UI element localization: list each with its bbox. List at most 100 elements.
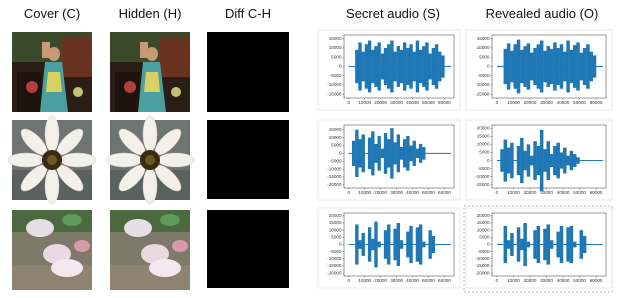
y-tick-label: -10000 <box>475 174 490 179</box>
x-tick-label: 40000 <box>406 278 419 283</box>
x-tick-label: 20000 <box>524 100 537 105</box>
y-tick-label: 5000 <box>479 235 490 240</box>
x-tick-label: 0 <box>496 278 499 283</box>
y-tick-label: -5000 <box>478 249 490 254</box>
column-header: Revealed audio (O) <box>486 6 599 21</box>
x-tick-label: 60000 <box>438 100 451 105</box>
y-tick-label: 5000 <box>479 54 490 59</box>
y-tick-label: -15000 <box>327 92 342 97</box>
y-tick-label: -15000 <box>475 92 490 97</box>
y-tick-label: 5000 <box>331 235 342 240</box>
y-tick-label: 15000 <box>329 127 342 132</box>
figure: Cover (C) Hidden (H) Diff C-H Secret aud… <box>0 0 625 298</box>
y-tick-label: 15000 <box>477 36 490 41</box>
y-tick-label: 10000 <box>477 142 490 147</box>
x-tick-label: 50000 <box>573 100 586 105</box>
cover-image <box>8 116 96 204</box>
y-tick-label: 0 <box>487 242 490 247</box>
y-tick-label: 15000 <box>329 36 342 41</box>
y-tick-label: -5000 <box>330 249 342 254</box>
x-tick-label: 60000 <box>590 100 603 105</box>
y-tick-label: -10000 <box>475 82 490 87</box>
x-tick-label: 60000 <box>590 278 603 283</box>
y-tick-label: -15000 <box>475 182 490 187</box>
y-tick-label: 20000 <box>329 213 342 218</box>
hidden-image <box>110 210 190 290</box>
y-tick-label: -5000 <box>478 73 490 78</box>
column-header: Cover (C) <box>24 6 80 21</box>
y-tick-label: -5000 <box>478 166 490 171</box>
x-tick-label: 40000 <box>406 190 419 195</box>
diff-image <box>207 120 289 199</box>
x-tick-label: 10000 <box>358 190 371 195</box>
x-tick-label: 40000 <box>557 100 570 105</box>
hidden-image <box>110 32 190 112</box>
x-tick-label: 0 <box>348 100 351 105</box>
y-tick-label: -15000 <box>327 263 342 268</box>
column-header: Hidden (H) <box>119 6 182 21</box>
x-tick-label: 20000 <box>374 278 387 283</box>
x-tick-label: 40000 <box>557 190 570 195</box>
y-tick-label: 5000 <box>479 150 490 155</box>
x-tick-label: 50000 <box>573 190 586 195</box>
y-tick-label: 15000 <box>477 134 490 139</box>
x-tick-label: 30000 <box>390 190 403 195</box>
column-header: Secret audio (S) <box>346 6 440 21</box>
x-tick-label: 0 <box>348 278 351 283</box>
y-tick-label: 10000 <box>329 45 342 50</box>
y-tick-label: 15000 <box>329 220 342 225</box>
y-tick-label: 0 <box>339 64 342 69</box>
x-tick-label: 10000 <box>358 100 371 105</box>
x-tick-label: 20000 <box>524 278 537 283</box>
x-tick-label: 60000 <box>438 278 451 283</box>
x-tick-label: 60000 <box>590 190 603 195</box>
y-tick-label: -15000 <box>327 174 342 179</box>
x-tick-label: 50000 <box>573 278 586 283</box>
y-tick-label: 10000 <box>477 227 490 232</box>
y-tick-label: -10000 <box>327 256 342 261</box>
diff-image <box>207 32 289 112</box>
hidden-image <box>106 116 194 204</box>
x-tick-label: 40000 <box>406 100 419 105</box>
cover-image <box>12 210 92 290</box>
x-tick-label: 50000 <box>422 100 435 105</box>
x-tick-label: 40000 <box>557 278 570 283</box>
y-tick-label: 15000 <box>477 220 490 225</box>
x-tick-label: 10000 <box>507 190 520 195</box>
x-tick-label: 30000 <box>390 100 403 105</box>
y-tick-label: -10000 <box>475 256 490 261</box>
y-tick-label: 0 <box>339 242 342 247</box>
y-tick-label: 20000 <box>477 213 490 218</box>
x-tick-label: 50000 <box>422 190 435 195</box>
y-tick-label: 10000 <box>329 227 342 232</box>
x-tick-label: 30000 <box>540 100 553 105</box>
column-header: Diff C-H <box>225 6 271 21</box>
x-tick-label: 30000 <box>540 278 553 283</box>
x-tick-label: 50000 <box>422 278 435 283</box>
y-tick-label: 5000 <box>331 143 342 148</box>
y-tick-label: -15000 <box>475 263 490 268</box>
y-tick-label: 0 <box>487 158 490 163</box>
x-tick-label: 20000 <box>374 100 387 105</box>
y-tick-label: -5000 <box>330 73 342 78</box>
y-tick-label: -20000 <box>327 270 342 275</box>
x-tick-label: 10000 <box>507 278 520 283</box>
y-tick-label: 0 <box>339 151 342 156</box>
y-tick-label: -20000 <box>475 270 490 275</box>
image-grid <box>8 32 289 290</box>
diff-image <box>207 210 289 288</box>
x-tick-label: 0 <box>348 190 351 195</box>
x-tick-label: 0 <box>496 100 499 105</box>
x-tick-label: 10000 <box>507 100 520 105</box>
x-tick-label: 20000 <box>524 190 537 195</box>
y-tick-label: -10000 <box>327 166 342 171</box>
y-tick-label: 5000 <box>331 54 342 59</box>
y-tick-label: -5000 <box>330 158 342 163</box>
y-tick-label: -10000 <box>327 82 342 87</box>
y-tick-label: 10000 <box>477 45 490 50</box>
x-tick-label: 0 <box>496 190 499 195</box>
x-tick-label: 10000 <box>358 278 371 283</box>
y-tick-label: 0 <box>487 64 490 69</box>
y-tick-label: -20000 <box>327 182 342 187</box>
cover-image <box>12 32 92 112</box>
